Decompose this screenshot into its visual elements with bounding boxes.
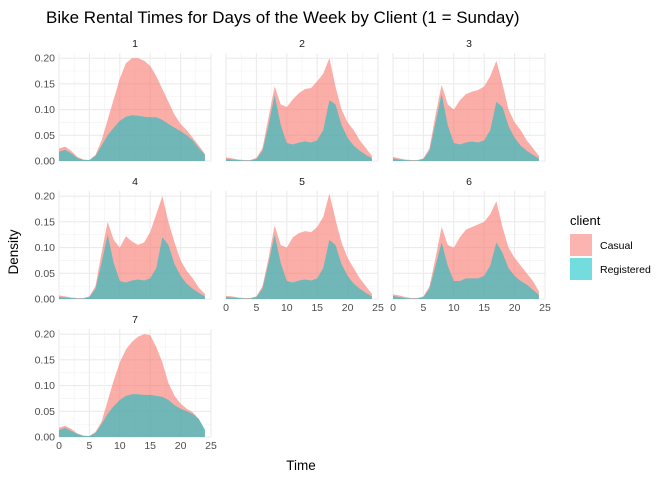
x-tick-label: 15 (144, 440, 156, 452)
x-tick-label: 20 (342, 302, 354, 314)
x-tick-label: 10 (281, 302, 293, 314)
x-tick-label: 5 (420, 302, 426, 314)
x-tick-label: 25 (372, 302, 384, 314)
x-tick-label: 5 (253, 302, 259, 314)
legend-item-casual: Casual (570, 234, 633, 256)
facet-panel-5: 5 0 5 10 15 20 25 (223, 176, 384, 314)
area-registered (59, 115, 205, 161)
y-tick-label: 0.00 (35, 156, 56, 168)
facet-panels: 1 0.00 0.05 0.10 0.15 0.20 2 3 4 0.00 0.05 0.10 0.15… (35, 38, 551, 452)
legend-title: client (570, 213, 601, 228)
x-tick-label: 10 (448, 302, 460, 314)
legend: client Casual Registered (570, 213, 651, 280)
y-tick-label: 0.20 (35, 191, 56, 203)
facet-panel-1: 1 0.00 0.05 0.10 0.15 0.20 (35, 38, 212, 168)
y-tick-label: 0.05 (35, 406, 56, 418)
x-tick-label: 15 (478, 302, 490, 314)
x-tick-label: 0 (390, 302, 396, 314)
x-tick-label: 25 (205, 440, 217, 452)
legend-key (570, 234, 592, 256)
facet-strip-label: 5 (299, 176, 305, 188)
facet-panel-6: 6 0 5 10 15 20 25 (390, 176, 551, 314)
y-tick-label: 0.00 (35, 432, 56, 444)
legend-key (570, 258, 592, 280)
facet-panel-4: 4 0.00 0.05 0.10 0.15 0.20 (35, 176, 212, 306)
y-tick-label: 0.10 (35, 242, 56, 254)
y-tick-label: 0.05 (35, 268, 56, 280)
facet-strip-label: 1 (132, 38, 138, 50)
area-registered (226, 95, 372, 161)
y-tick-label: 0.10 (35, 380, 56, 392)
facet-panel-7: 7 0.00 0.05 0.10 0.15 0.20 0 5 10 15 20 25 (35, 314, 217, 452)
x-tick-label: 5 (86, 440, 92, 452)
facet-panel-3: 3 (392, 38, 546, 162)
area-registered (393, 94, 539, 161)
facet-strip-label: 6 (466, 176, 472, 188)
facet-strip-label: 4 (132, 176, 138, 188)
area-registered (226, 234, 372, 299)
y-tick-label: 0.20 (35, 329, 56, 341)
legend-item-registered: Registered (570, 258, 651, 280)
y-tick-label: 0.20 (35, 53, 56, 65)
y-tick-label: 0.15 (35, 354, 56, 366)
y-axis-label: Density (6, 229, 21, 274)
x-axis-label: Time (286, 458, 316, 473)
facet-strip-label: 2 (299, 38, 305, 50)
x-tick-label: 0 (223, 302, 229, 314)
legend-label: Registered (600, 264, 651, 276)
chart-title: Bike Rental Times for Days of the Week b… (46, 8, 520, 27)
facet-panel-2: 2 (225, 38, 379, 162)
legend-label: Casual (600, 240, 633, 252)
facet-strip-label: 7 (132, 314, 138, 326)
facet-strip-label: 3 (466, 38, 472, 50)
y-tick-label: 0.15 (35, 216, 56, 228)
area-registered (59, 394, 205, 437)
y-tick-label: 0.15 (35, 78, 56, 90)
area-registered (59, 234, 205, 299)
y-tick-label: 0.05 (35, 130, 56, 142)
x-tick-label: 15 (311, 302, 323, 314)
y-tick-label: 0.10 (35, 104, 56, 116)
y-tick-label: 0.00 (35, 294, 56, 306)
x-tick-label: 20 (509, 302, 521, 314)
x-tick-label: 10 (114, 440, 126, 452)
x-tick-label: 0 (56, 440, 62, 452)
x-tick-label: 25 (539, 302, 551, 314)
x-tick-label: 20 (175, 440, 187, 452)
area-registered (393, 242, 539, 299)
